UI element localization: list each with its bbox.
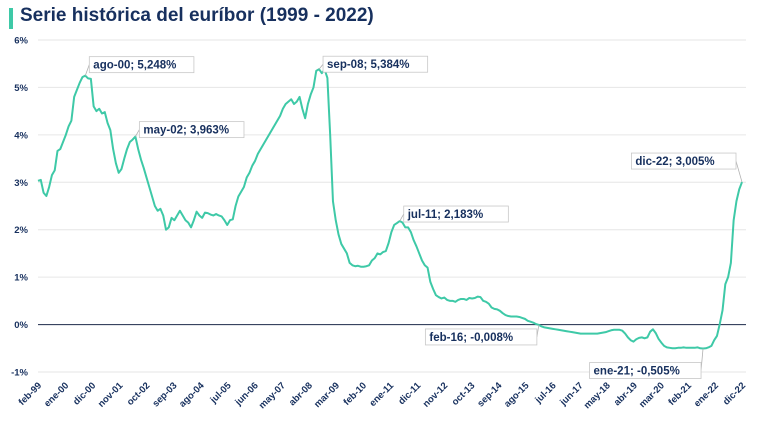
x-tick-label: dic-11: [396, 380, 423, 407]
annotation-leader: [399, 213, 405, 222]
x-tick-label: mar-09: [312, 380, 342, 410]
annotation-leader: [135, 129, 140, 137]
x-tick-label: nov-12: [421, 380, 450, 409]
y-tick-label: 0%: [14, 320, 28, 331]
x-tick-label: abr-19: [612, 380, 640, 408]
annotation-box: [138, 121, 245, 139]
annotation-label: ago-00; 5,248%: [93, 60, 176, 72]
x-tick-label: ene-22: [692, 380, 721, 409]
annotation-label: feb-16; -0,008%: [429, 332, 513, 344]
annotation-box: [88, 56, 195, 74]
x-tick-label: feb-21: [666, 380, 694, 408]
x-tick-label: dic-22: [721, 380, 748, 407]
annotation-box: [631, 152, 737, 170]
x-tick-label: may-18: [582, 380, 613, 411]
x-tick-label: ago-04: [177, 380, 207, 410]
x-tick-label: may-07: [257, 380, 288, 411]
x-tick-label: ene-11: [367, 380, 396, 409]
annotation-box: [322, 55, 429, 73]
chart-title: Serie histórica del euríbor (1999 - 2022…: [20, 5, 374, 26]
x-tick-label: nov-01: [96, 380, 126, 410]
annotation-leader: [735, 160, 743, 183]
annotation-label: dic-22; 3,005%: [635, 156, 714, 168]
x-tick-label: feb-99: [17, 380, 45, 408]
y-tick-label: 4%: [14, 130, 28, 141]
annotation-box: [589, 362, 702, 379]
title-accent-bar: [9, 8, 13, 29]
x-tick-label: jul-16: [533, 380, 559, 406]
annotation-label: sep-08; 5,384%: [327, 59, 409, 71]
x-tick-label: ene-00: [42, 380, 71, 409]
annotation-box: [424, 328, 538, 346]
x-tick-label: sep-03: [150, 380, 179, 409]
x-tick-label: abr-08: [287, 380, 315, 408]
x-tick-label: oct-13: [450, 380, 478, 408]
x-tick-label: feb-10: [341, 380, 369, 408]
x-tick-label: sep-14: [475, 380, 505, 410]
x-tick-label: dic-00: [71, 380, 98, 407]
annotation-leader: [84, 64, 90, 76]
annotation-box: [403, 205, 509, 223]
annotation-label: jul-11; 2,183%: [407, 209, 483, 221]
x-tick-label: ago-15: [502, 380, 532, 410]
y-tick-label: 6%: [14, 36, 28, 47]
euribor-series-line: [37, 68, 743, 350]
y-tick-label: 1%: [14, 273, 28, 284]
y-tick-label: -1%: [11, 368, 28, 379]
y-tick-label: 3%: [14, 178, 28, 189]
annotation-label: ene-21; -0,505%: [594, 366, 680, 378]
x-tick-label: mar-20: [637, 380, 667, 410]
x-tick-label: oct-02: [125, 380, 153, 408]
y-tick-label: 5%: [14, 83, 28, 94]
y-tick-label: 2%: [14, 225, 28, 236]
annotation-label: may-02; 3,963%: [143, 125, 229, 137]
annotation-leader: [318, 63, 324, 70]
x-tick-label: jul-05: [208, 380, 235, 407]
